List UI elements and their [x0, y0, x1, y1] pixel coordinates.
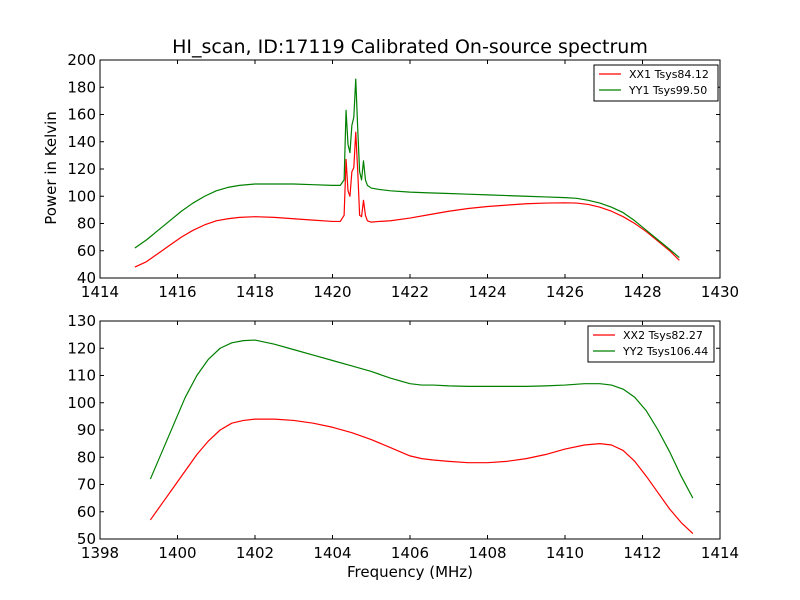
y-tick-label: 70: [77, 476, 96, 494]
x-tick-label: 1408: [468, 544, 506, 562]
legend-label: YY2 Tsys106.44: [622, 345, 708, 358]
x-tick-label: 1414: [701, 544, 739, 562]
y-tick-label: 100: [67, 394, 96, 412]
legend: XX1 Tsys84.12 YY1 Tsys99.50: [593, 64, 719, 102]
legend-box: [593, 64, 719, 102]
y-tick-label: 100: [67, 187, 96, 205]
y-tick-label: 120: [67, 160, 96, 178]
series-line-1-1: [134, 131, 680, 268]
x-tick-label: 1410: [546, 544, 584, 562]
y-tick-label: 60: [77, 242, 96, 260]
x-tick-label: 1420: [313, 283, 351, 301]
y-tick-label: 160: [67, 106, 96, 124]
x-tick-label: 1398: [81, 544, 119, 562]
y-tick-label: 180: [67, 78, 96, 96]
y-tick-label: 130: [67, 312, 96, 330]
x-tick-label: 1406: [391, 544, 429, 562]
y-axis-label-top: Power in Kelvin: [42, 111, 60, 225]
x-tick-label: 1404: [313, 544, 351, 562]
y-tick-label: 140: [67, 133, 96, 151]
y-tick-label: 50: [77, 530, 96, 548]
legend-label: XX2 Tsys82.27: [623, 329, 703, 342]
legend: XX2 Tsys82.27 YY2 Tsys106.44: [587, 325, 715, 363]
x-tick-label: 1424: [468, 283, 506, 301]
series-line-1-2: [134, 78, 680, 259]
chart-title: HI_scan, ID:17119 Calibrated On-source s…: [172, 36, 648, 58]
x-tick-label: 1416: [158, 283, 196, 301]
top-panel: 1414 1416 1418 1420 1422 1424 1426 1428 1430 40 60…: [67, 51, 739, 301]
x-tick-label: 1418: [236, 283, 274, 301]
y-tick-label: 40: [77, 269, 96, 287]
x-tick-label: 1428: [623, 283, 661, 301]
x-tick-label: 1414: [81, 283, 119, 301]
legend-label: YY1 Tsys99.50: [628, 84, 707, 97]
y-tick-label: 60: [77, 503, 96, 521]
series-line-2-2: [149, 339, 694, 499]
y-tick-label: 80: [77, 215, 96, 233]
x-tick-label: 1430: [701, 283, 739, 301]
legend-label: XX1 Tsys84.12: [629, 68, 709, 81]
x-tick-label: 1422: [391, 283, 429, 301]
y-tick-label: 110: [67, 367, 96, 385]
y-tick-label: 120: [67, 339, 96, 357]
x-tick-label: 1412: [623, 544, 661, 562]
bottom-panel: 1398 1400 1402 1404 1406 1408 1410 1412 1414 50 60…: [67, 312, 739, 562]
x-tick-label: 1426: [546, 283, 584, 301]
y-tick-label: 80: [77, 448, 96, 466]
y-tick-label: 200: [67, 51, 96, 69]
legend-box: [587, 325, 715, 363]
x-tick-label: 1402: [236, 544, 274, 562]
x-tick-label: 1400: [158, 544, 196, 562]
series-line-2-1: [149, 418, 694, 534]
x-axis-label: Frequency (MHz): [347, 563, 473, 581]
y-tick-label: 90: [77, 421, 96, 439]
